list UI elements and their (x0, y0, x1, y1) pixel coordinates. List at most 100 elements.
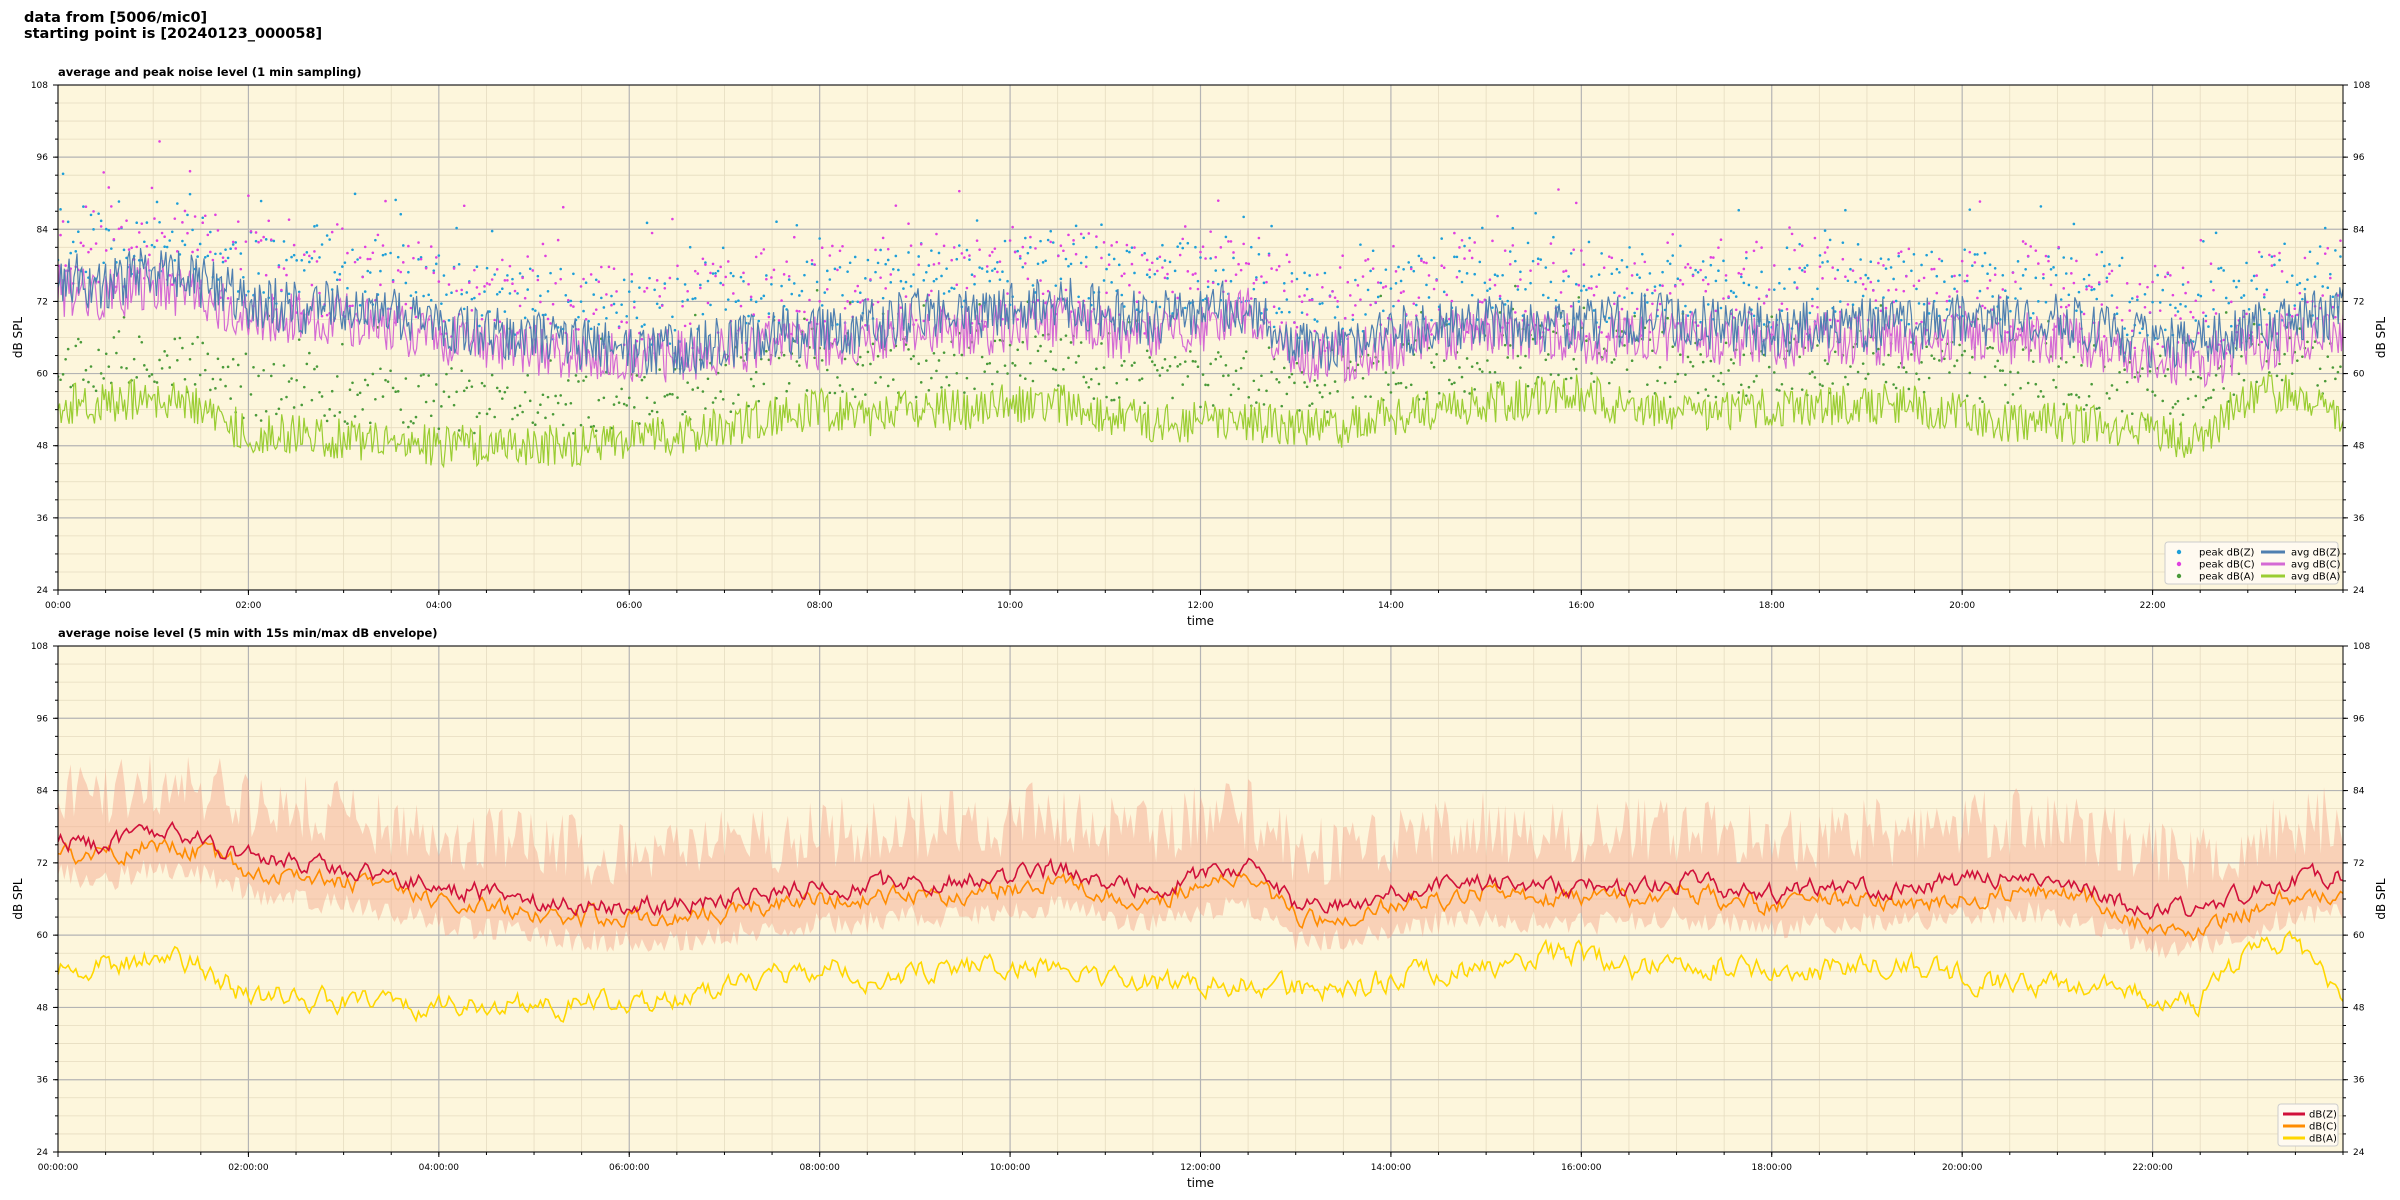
peak-point (1991, 295, 1994, 298)
peak-point (1552, 235, 1555, 239)
x-tick-label: 12:00:00 (1180, 1163, 1221, 1173)
peak-point (1968, 371, 1972, 375)
peak-point (376, 233, 380, 237)
peak-point (848, 261, 852, 265)
peak-point (668, 392, 672, 396)
peak-point (1158, 374, 1162, 377)
peak-point (2062, 402, 2066, 406)
peak-point (2318, 245, 2322, 248)
peak-point (168, 239, 172, 242)
peak-point (302, 385, 306, 389)
peak-point (1412, 269, 1416, 273)
series-avg-db-a (58, 372, 2343, 469)
peak-point (2280, 270, 2284, 273)
peak-point (2275, 309, 2279, 313)
peak-point (902, 287, 905, 290)
peak-point (894, 204, 898, 207)
peak-point (1049, 240, 1053, 244)
peak-point (841, 244, 844, 248)
peak-point (493, 415, 496, 419)
peak-point (589, 327, 593, 331)
peak-point (1315, 273, 1319, 276)
peak-point (1310, 298, 1314, 302)
peak-point (1051, 241, 1055, 244)
peak-point (1699, 268, 1702, 272)
peak-point (2156, 273, 2159, 277)
peak-point (2026, 254, 2030, 258)
peak-point (325, 419, 329, 423)
peak-point (2037, 262, 2040, 265)
peak-point (254, 239, 258, 243)
peak-point (1808, 311, 1812, 315)
peak-point (79, 241, 83, 245)
peak-point (572, 305, 575, 308)
peak-point (381, 244, 385, 247)
peak-point (460, 288, 463, 292)
peak-point (1138, 378, 1141, 382)
peak-point (2118, 370, 2121, 374)
peak-point (925, 271, 928, 274)
peak-point (310, 398, 314, 402)
peak-point (1252, 379, 1256, 383)
peak-point (170, 230, 174, 234)
peak-point (1128, 250, 1131, 254)
peak-point (526, 255, 529, 258)
peak-point (1737, 271, 1741, 275)
peak-point (554, 394, 557, 398)
peak-point (1079, 261, 1083, 265)
peak-point (922, 304, 926, 307)
peak-point (1706, 394, 1710, 398)
peak-point (295, 378, 298, 382)
x-tick-label: 08:00:00 (799, 1163, 840, 1173)
peak-point (130, 246, 133, 250)
peak-point (1282, 281, 1286, 285)
peak-point (569, 304, 573, 307)
peak-point (1712, 256, 1715, 259)
peak-point (1684, 373, 1687, 376)
peak-point (2179, 317, 2182, 320)
peak-point (259, 419, 263, 422)
peak-point (1587, 286, 1591, 290)
peak-point (950, 286, 953, 290)
peak-point (188, 192, 192, 196)
peak-point (1448, 378, 1451, 382)
peak-point (1920, 361, 1923, 364)
peak-point (2062, 287, 2066, 290)
peak-point (1892, 277, 1895, 281)
peak-point (2161, 288, 2165, 292)
peak-point (640, 378, 644, 382)
peak-point (1673, 284, 1677, 288)
peak-point (1041, 261, 1045, 264)
peak-point (198, 373, 202, 377)
peak-point (582, 379, 585, 382)
peak-point (633, 300, 636, 304)
peak-point (381, 395, 385, 398)
peak-point (671, 217, 674, 221)
peak-point (559, 394, 562, 397)
peak-point (2229, 300, 2233, 304)
peak-point (429, 245, 433, 248)
peak-point (224, 248, 227, 251)
peak-point (686, 289, 689, 293)
peak-point (391, 386, 395, 390)
peak-point (292, 406, 296, 409)
peak-point (932, 351, 936, 355)
peak-point (536, 278, 540, 282)
peak-point (1833, 277, 1837, 280)
peak-point (1851, 269, 1855, 272)
peak-point (1996, 359, 2000, 363)
peak-point (765, 277, 768, 281)
peak-point (1102, 279, 1106, 282)
peak-point (1833, 350, 1837, 354)
peak-point (1351, 313, 1355, 317)
x-axis-label: time (1187, 614, 1214, 628)
peak-point (234, 241, 238, 244)
peak-point (2189, 378, 2192, 381)
peak-point (2268, 253, 2271, 257)
peak-point (2252, 274, 2256, 278)
peak-point (1580, 249, 1583, 252)
peak-point (726, 260, 730, 263)
peak-point (922, 319, 926, 323)
peak-point (417, 258, 420, 261)
peak-point (1922, 276, 1926, 280)
